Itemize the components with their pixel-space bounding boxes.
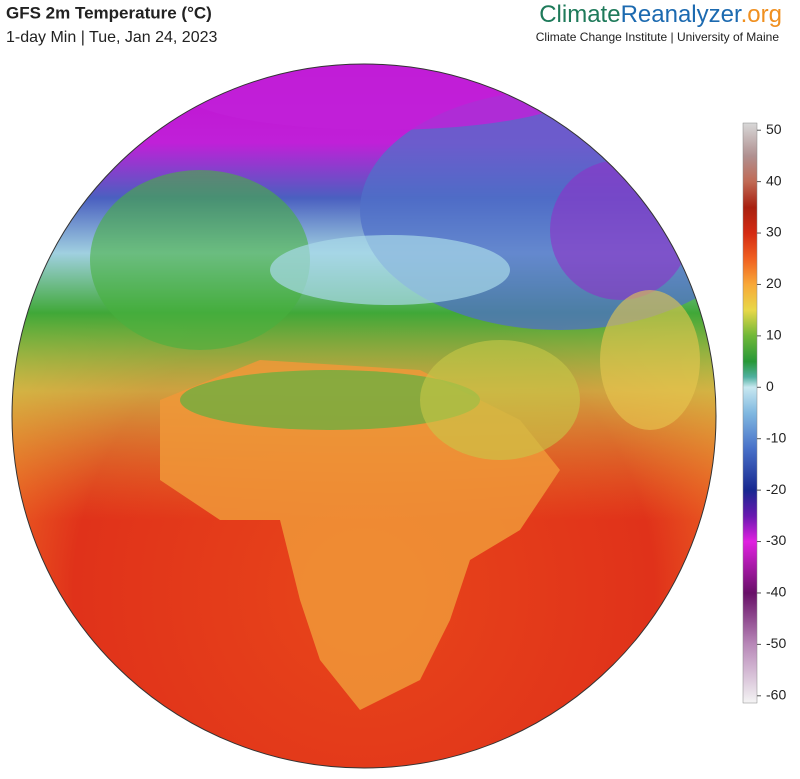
tick-label: 40 (766, 172, 782, 188)
colorbar (742, 122, 758, 704)
tick-label: 50 (766, 121, 782, 137)
tick-label: -30 (766, 532, 786, 548)
brand-part: Climate (539, 1, 620, 28)
brand-part: .org (741, 1, 782, 28)
tick-label: 10 (766, 327, 782, 343)
tick-label: -40 (766, 584, 786, 600)
tick-label: 30 (766, 224, 782, 240)
subtitle: 1-day Min | Tue, Jan 24, 2023 (6, 29, 218, 46)
brand: ClimateReanalyzer.org (539, 1, 782, 28)
title: GFS 2m Temperature (°C) (6, 3, 212, 22)
tick-label: -10 (766, 429, 786, 445)
tick-label: -20 (766, 481, 786, 497)
tick-label: 20 (766, 275, 782, 291)
affiliation: Climate Change Institute | University of… (536, 30, 780, 44)
tick-label: -50 (766, 635, 786, 651)
tick-label: 0 (766, 378, 774, 394)
globe (12, 64, 716, 768)
tick-label: -60 (766, 687, 786, 703)
brand-part: Reanalyzer (621, 1, 742, 28)
colorbar-ticks: 50 40 30 20 10 0 -10 -20 -30 -40 -50 -60 (757, 121, 786, 703)
